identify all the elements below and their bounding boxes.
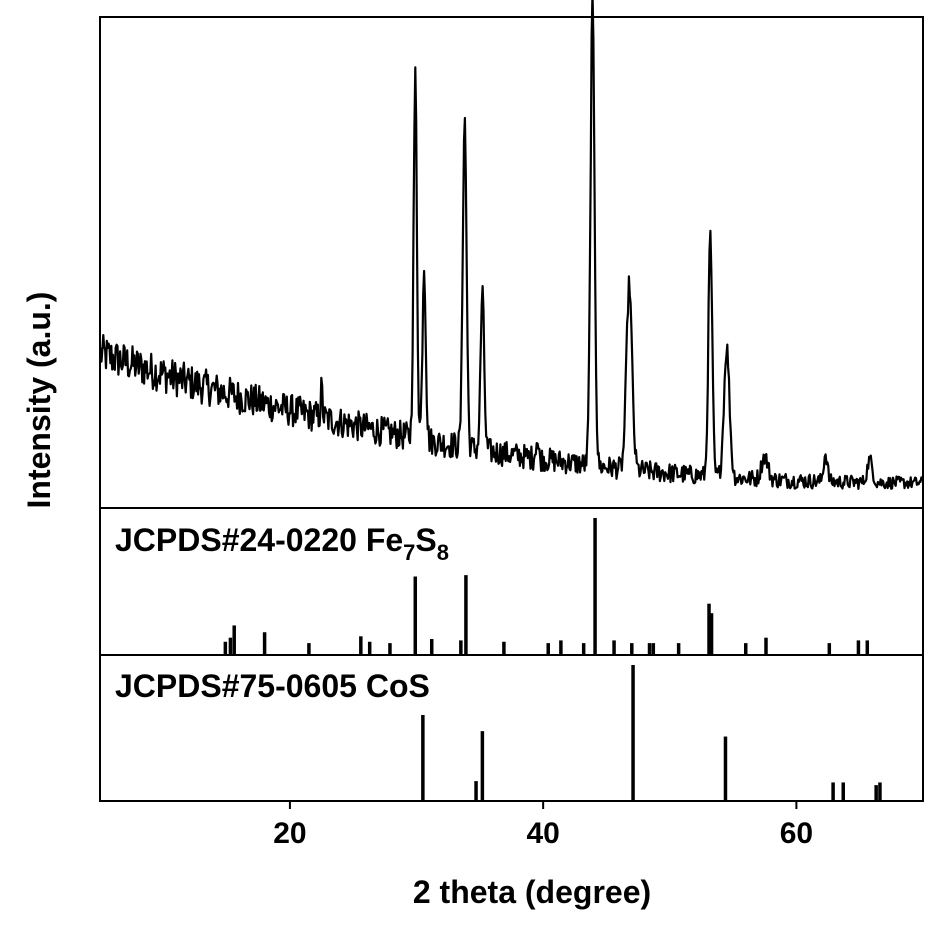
y-axis-label: Intensity (a.u.) (21, 292, 57, 509)
fe7s8-label-sub-8: 8 (437, 540, 449, 565)
cos-reference-sticks (423, 665, 880, 800)
x-axis-label: 2 theta (degree) (413, 874, 651, 910)
x-tick-label-60: 60 (780, 817, 813, 850)
panel-measured-frame (100, 17, 923, 508)
x-tick-label-20: 20 (273, 817, 306, 850)
fe7s8-panel-label: JCPDS#24-0220 Fe7S8 (115, 522, 449, 565)
fe7s8-label-sub-7: 7 (403, 540, 415, 565)
fe7s8-label-s: S (415, 522, 436, 558)
x-axis-ticks: 20 40 60 (273, 801, 813, 850)
x-tick-label-40: 40 (526, 817, 559, 850)
fe7s8-label-main: JCPDS#24-0220 Fe (115, 522, 403, 558)
measured-xrd-line (101, 0, 923, 489)
cos-panel-label: JCPDS#75-0605 CoS (115, 668, 430, 704)
